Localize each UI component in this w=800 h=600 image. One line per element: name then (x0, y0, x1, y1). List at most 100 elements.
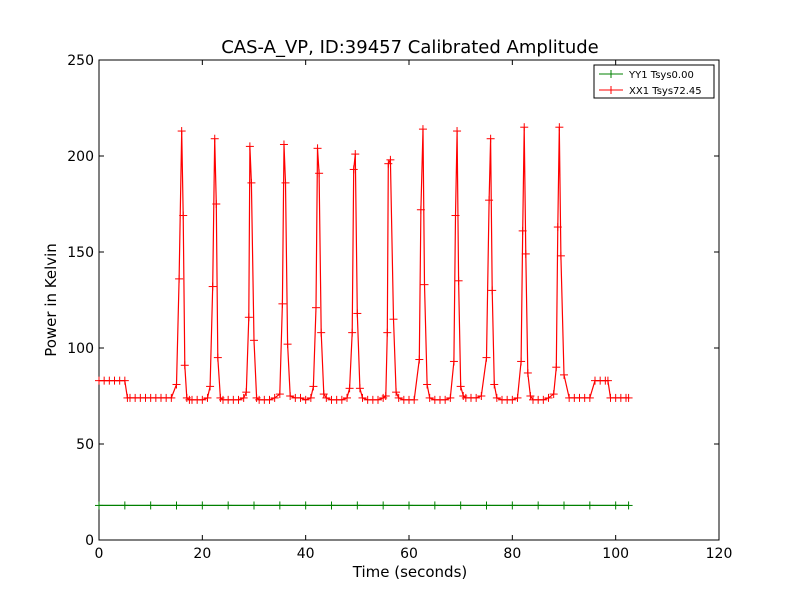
plot-area: 0 20 40 60 80 100 120 0 50 100 150 200 250 (67, 53, 732, 562)
data-point-xx1 (521, 249, 530, 258)
data-point-yy1 (611, 501, 620, 510)
data-point-xx1 (453, 127, 462, 136)
legend-entry-yy1: YY1 Tsys0.00 (599, 70, 694, 81)
data-point-xx1 (198, 395, 207, 404)
x-tick-label: 20 (193, 546, 211, 562)
data-point-yy1 (379, 501, 388, 510)
ticks-layer: 0 20 40 60 80 100 120 0 50 100 150 200 250 (67, 53, 732, 562)
data-point-xx1 (441, 395, 450, 404)
data-point-xx1 (177, 127, 186, 136)
data-point-yy1 (301, 501, 310, 510)
data-point-xx1 (472, 393, 481, 402)
y-tick-label: 150 (67, 245, 94, 261)
data-point-xx1 (208, 282, 217, 291)
y-tick-label: 100 (67, 341, 94, 357)
data-point-xx1 (353, 309, 362, 318)
data-point-xx1 (179, 211, 188, 220)
data-point-xx1 (315, 169, 324, 178)
data-point-xx1 (265, 395, 274, 404)
data-point-xx1 (560, 370, 568, 379)
data-point-xx1 (416, 205, 425, 214)
data-point-xx1 (490, 380, 499, 389)
data-point-xx1 (410, 395, 419, 404)
data-point-xx1 (517, 357, 526, 366)
data-point-xx1 (383, 328, 392, 337)
data-point-yy1 (198, 501, 207, 510)
data-point-xx1 (456, 382, 465, 391)
data-point-xx1 (167, 393, 176, 402)
x-tick-label: 100 (602, 546, 629, 562)
data-point-xx1 (172, 380, 181, 389)
y-tick-label: 250 (67, 53, 94, 69)
data-point-xx1 (420, 280, 429, 289)
data-point-xx1 (247, 178, 256, 187)
data-point-xx1 (343, 393, 351, 402)
data-point-xx1 (348, 328, 357, 337)
data-point-xx1 (281, 178, 290, 187)
data-point-xx1 (120, 376, 129, 385)
data-point-xx1 (206, 382, 215, 391)
data-point-xx1 (513, 393, 522, 402)
data-point-xx1 (446, 393, 455, 402)
data-point-xx1 (355, 384, 364, 393)
legend: YY1 Tsys0.00 XX1 Tsys72.45 (593, 64, 715, 99)
legend-entry-xx1: XX1 Tsys72.45 (599, 86, 702, 97)
y-tick-label: 0 (85, 533, 94, 549)
data-point-yy1 (482, 501, 491, 510)
x-tick-label: 60 (400, 546, 418, 562)
y-tick-label: 50 (76, 437, 94, 453)
data-point-yy1 (534, 501, 543, 510)
data-point-xx1 (283, 340, 292, 349)
data-point-xx1 (345, 384, 354, 393)
data-point-xx1 (244, 313, 253, 322)
data-point-xx1 (239, 393, 248, 402)
data-point-xx1 (306, 393, 315, 402)
data-point-xx1 (351, 150, 360, 159)
data-point-xx1 (374, 395, 382, 404)
legend-label-yy1: YY1 Tsys0.00 (628, 70, 694, 81)
data-point-yy1 (275, 501, 284, 510)
data-point-xx1 (624, 393, 633, 402)
data-point-xx1 (520, 123, 529, 132)
x-tick-label: 80 (503, 546, 521, 562)
data-point-xx1 (279, 140, 288, 149)
data-point-xx1 (553, 223, 562, 232)
data-point-yy1 (95, 501, 103, 510)
data-point-xx1 (337, 395, 346, 404)
data-point-xx1 (313, 144, 322, 153)
data-point-yy1 (624, 501, 633, 510)
data-point-xx1 (539, 395, 548, 404)
data-point-xx1 (425, 393, 434, 402)
data-point-xx1 (278, 299, 287, 308)
data-point-xx1 (454, 276, 463, 285)
data-point-xx1 (275, 390, 284, 399)
data-point-yy1 (560, 501, 568, 510)
data-point-xx1 (544, 393, 553, 402)
data-point-yy1 (224, 501, 233, 510)
data-point-xx1 (349, 165, 358, 174)
data-point-xx1 (301, 395, 310, 404)
data-point-xx1 (423, 380, 432, 389)
data-point-xx1 (603, 376, 612, 385)
y-axis-label: Power in Kelvin (42, 243, 60, 357)
data-point-yy1 (172, 501, 181, 510)
data-point-yy1 (585, 501, 594, 510)
data-point-yy1 (405, 501, 413, 510)
data-point-xx1 (180, 361, 189, 370)
data-point-xx1 (552, 363, 561, 372)
data-point-xx1 (585, 393, 594, 402)
data-point-xx1 (485, 196, 494, 205)
data-point-yy1 (120, 501, 129, 510)
data-point-xx1 (389, 315, 398, 324)
data-point-xx1 (486, 134, 495, 143)
y-tick-label: 200 (67, 149, 94, 165)
data-point-xx1 (488, 286, 497, 295)
data-point-xx1 (309, 382, 318, 391)
data-point-xx1 (555, 123, 564, 132)
data-point-xx1 (418, 125, 427, 134)
data-point-xx1 (549, 390, 558, 399)
data-point-yy1 (146, 501, 155, 510)
legend-label-xx1: XX1 Tsys72.45 (629, 86, 702, 97)
data-point-yy1 (353, 501, 362, 510)
data-point-xx1 (210, 134, 219, 143)
